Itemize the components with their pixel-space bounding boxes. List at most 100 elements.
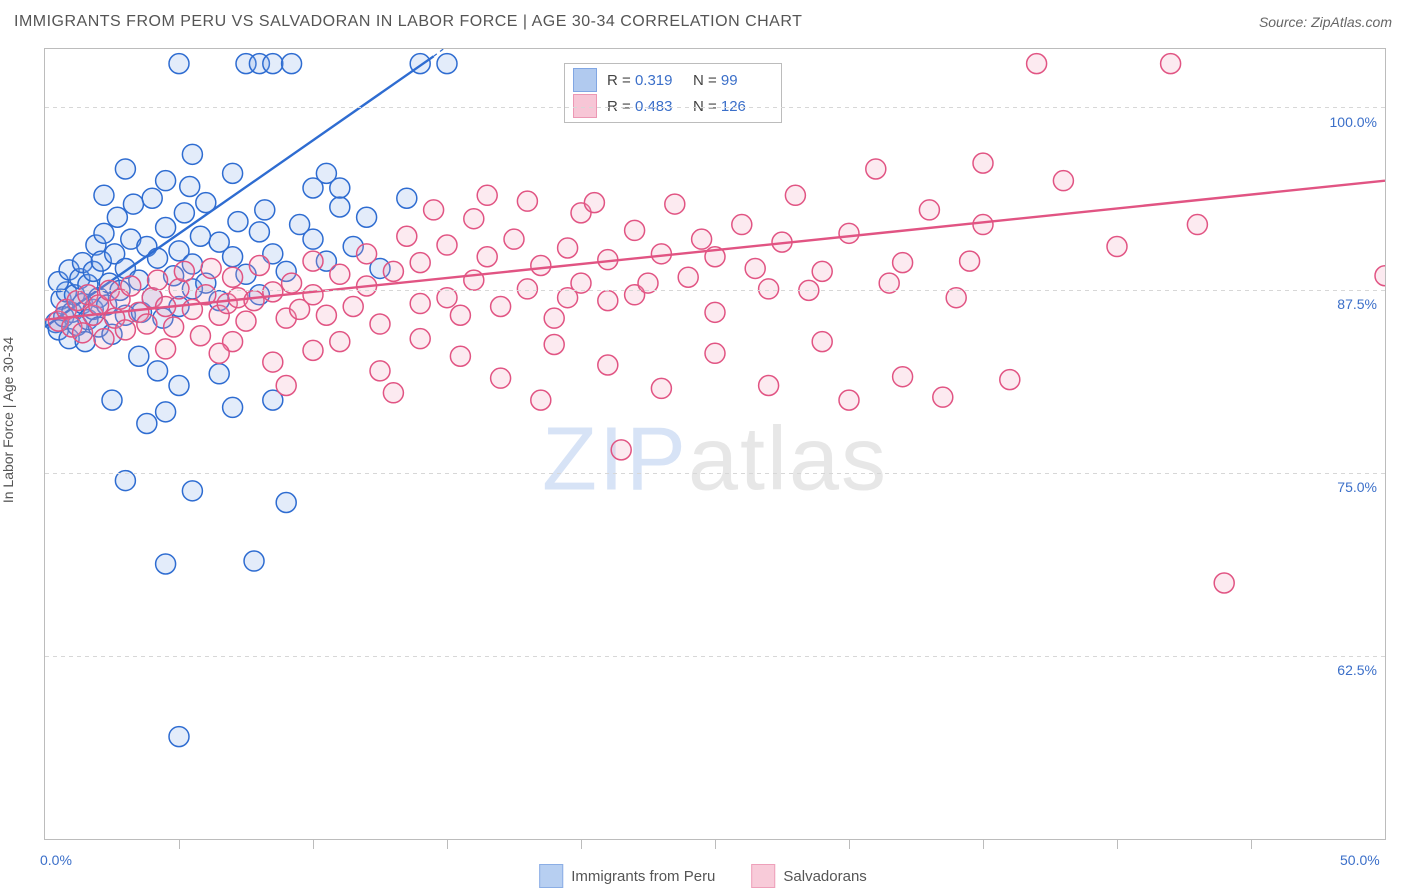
x-tick bbox=[179, 839, 180, 849]
data-point bbox=[517, 191, 537, 211]
x-tick bbox=[1251, 839, 1252, 849]
data-point bbox=[839, 223, 859, 243]
data-point bbox=[370, 314, 390, 334]
data-point bbox=[131, 302, 151, 322]
data-point bbox=[137, 237, 157, 257]
data-point bbox=[190, 226, 210, 246]
data-point bbox=[46, 313, 66, 333]
data-point bbox=[571, 273, 591, 293]
data-point bbox=[558, 238, 578, 258]
data-point bbox=[397, 188, 417, 208]
x-tick bbox=[581, 839, 582, 849]
data-point bbox=[148, 361, 168, 381]
data-point bbox=[73, 323, 93, 343]
data-point bbox=[692, 229, 712, 249]
data-point bbox=[169, 54, 189, 74]
data-point bbox=[67, 291, 87, 311]
stats-legend-row: R = 0.319N = 99 bbox=[573, 68, 769, 92]
data-point bbox=[303, 229, 323, 249]
data-point bbox=[182, 481, 202, 501]
legend-label: Salvadorans bbox=[783, 868, 866, 885]
data-point bbox=[705, 247, 725, 267]
data-point bbox=[1027, 54, 1047, 74]
data-point bbox=[48, 320, 68, 340]
data-point bbox=[75, 332, 95, 352]
data-point bbox=[89, 295, 109, 315]
data-point bbox=[137, 414, 157, 434]
data-point bbox=[316, 251, 336, 271]
data-point bbox=[276, 493, 296, 513]
data-point bbox=[94, 185, 114, 205]
data-point bbox=[316, 163, 336, 183]
data-point bbox=[383, 383, 403, 403]
data-point bbox=[303, 285, 323, 305]
legend-swatch bbox=[573, 68, 597, 92]
data-point bbox=[249, 54, 269, 74]
data-point bbox=[919, 200, 939, 220]
data-point bbox=[105, 244, 125, 264]
data-point bbox=[330, 264, 350, 284]
watermark: ZIPatlas bbox=[542, 408, 888, 511]
data-point bbox=[611, 440, 631, 460]
data-point bbox=[263, 282, 283, 302]
data-point bbox=[263, 244, 283, 264]
data-point bbox=[370, 361, 390, 381]
data-point bbox=[99, 273, 119, 293]
data-point bbox=[148, 270, 168, 290]
data-point bbox=[584, 193, 604, 213]
data-point bbox=[244, 291, 264, 311]
data-point bbox=[137, 314, 157, 334]
x-tick bbox=[447, 839, 448, 849]
data-point bbox=[812, 332, 832, 352]
data-point bbox=[86, 235, 106, 255]
data-point bbox=[223, 163, 243, 183]
trendline bbox=[45, 56, 434, 327]
data-point bbox=[383, 261, 403, 281]
data-point bbox=[558, 288, 578, 308]
data-point bbox=[164, 266, 184, 286]
data-point bbox=[115, 471, 135, 491]
data-point bbox=[303, 340, 323, 360]
data-point bbox=[156, 171, 176, 191]
data-point bbox=[651, 378, 671, 398]
chart-title: IMMIGRANTS FROM PERU VS SALVADORAN IN LA… bbox=[14, 13, 802, 31]
data-point bbox=[276, 261, 296, 281]
data-point bbox=[73, 253, 93, 273]
data-point bbox=[110, 280, 130, 300]
legend-label: Immigrants from Peru bbox=[571, 868, 715, 885]
y-tick-label: 100.0% bbox=[1330, 114, 1377, 130]
data-point bbox=[477, 247, 497, 267]
y-tick-label: 87.5% bbox=[1337, 296, 1377, 312]
source-label: Source: ZipAtlas.com bbox=[1259, 14, 1392, 30]
data-point bbox=[866, 159, 886, 179]
x-tick bbox=[983, 839, 984, 849]
data-point bbox=[129, 270, 149, 290]
data-point bbox=[571, 203, 591, 223]
data-point bbox=[164, 317, 184, 337]
data-point bbox=[78, 310, 98, 330]
y-tick-label: 62.5% bbox=[1337, 662, 1377, 678]
data-point bbox=[343, 237, 363, 257]
data-point bbox=[83, 299, 103, 319]
data-point bbox=[477, 185, 497, 205]
data-point bbox=[70, 269, 90, 289]
n-label: N = 99 bbox=[691, 72, 769, 89]
data-point bbox=[357, 244, 377, 264]
data-point bbox=[236, 264, 256, 284]
data-point bbox=[169, 296, 189, 316]
data-point bbox=[343, 296, 363, 316]
data-point bbox=[182, 279, 202, 299]
data-point bbox=[946, 288, 966, 308]
watermark-part2: atlas bbox=[688, 409, 888, 509]
data-point bbox=[316, 305, 336, 325]
data-point bbox=[156, 217, 176, 237]
data-point bbox=[893, 367, 913, 387]
data-point bbox=[115, 320, 135, 340]
data-point bbox=[142, 288, 162, 308]
gridline-horizontal bbox=[45, 656, 1385, 657]
data-point bbox=[110, 289, 130, 309]
data-point bbox=[142, 288, 162, 308]
data-point bbox=[59, 329, 79, 349]
data-point bbox=[745, 258, 765, 278]
x-tick bbox=[1117, 839, 1118, 849]
